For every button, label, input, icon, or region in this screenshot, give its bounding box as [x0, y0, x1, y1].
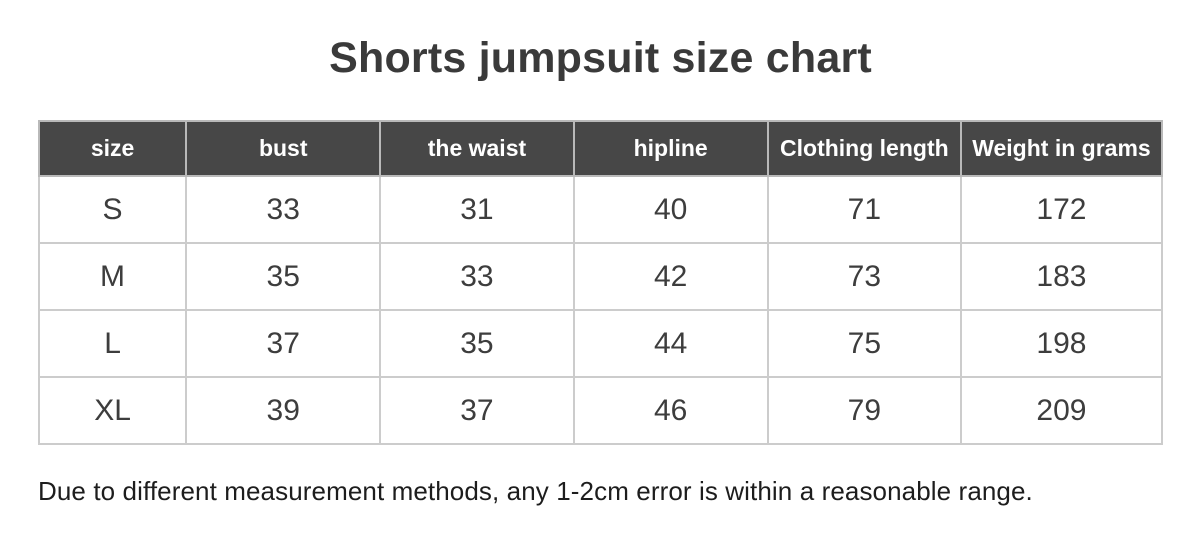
- table-header: size bust the waist hipline Clothing len…: [37, 120, 1164, 178]
- cell-size-label: M: [37, 242, 188, 312]
- cell-size-label: L: [37, 309, 188, 379]
- column-header-weight: Weight in grams: [959, 120, 1164, 178]
- cell-hipline: 44: [572, 309, 769, 379]
- cell-hipline: 42: [572, 242, 769, 312]
- column-header-waist: the waist: [379, 120, 575, 178]
- cell-weight: 209: [959, 376, 1164, 446]
- page-title: Shorts jumpsuit size chart: [329, 34, 872, 82]
- cell-weight: 198: [959, 309, 1164, 379]
- table-row-m: M 35 33 42 73 183: [37, 242, 1164, 312]
- cell-length: 79: [766, 376, 962, 446]
- column-header-clothing-length: Clothing length: [766, 120, 962, 178]
- cell-length: 73: [766, 242, 962, 312]
- cell-weight: 183: [959, 242, 1164, 312]
- cell-waist: 33: [379, 242, 575, 312]
- table-row-s: S 33 31 40 71 172: [37, 175, 1164, 245]
- measurement-disclaimer: Due to different measurement methods, an…: [38, 476, 1033, 507]
- column-header-hipline: hipline: [572, 120, 769, 178]
- table-row-l: L 37 35 44 75 198: [37, 309, 1164, 379]
- column-header-bust: bust: [185, 120, 382, 178]
- cell-bust: 39: [185, 376, 382, 446]
- cell-length: 75: [766, 309, 962, 379]
- cell-waist: 37: [379, 376, 575, 446]
- table-row-xl: XL 39 37 46 79 209: [37, 376, 1164, 446]
- header-row: size bust the waist hipline Clothing len…: [37, 120, 1164, 178]
- cell-size-label: XL: [37, 376, 188, 446]
- cell-hipline: 46: [572, 376, 769, 446]
- cell-bust: 33: [185, 175, 382, 245]
- cell-waist: 35: [379, 309, 575, 379]
- table-body: S 33 31 40 71 172 M 35 33 42 73 183 L 37…: [37, 175, 1164, 446]
- cell-weight: 172: [959, 175, 1164, 245]
- column-header-size: size: [37, 120, 188, 178]
- cell-bust: 37: [185, 309, 382, 379]
- cell-bust: 35: [185, 242, 382, 312]
- cell-waist: 31: [379, 175, 575, 245]
- cell-size-label: S: [37, 175, 188, 245]
- cell-hipline: 40: [572, 175, 769, 245]
- cell-length: 71: [766, 175, 962, 245]
- size-chart-page: Shorts jumpsuit size chart size bust the…: [0, 34, 1201, 550]
- size-chart-table: size bust the waist hipline Clothing len…: [37, 120, 1164, 446]
